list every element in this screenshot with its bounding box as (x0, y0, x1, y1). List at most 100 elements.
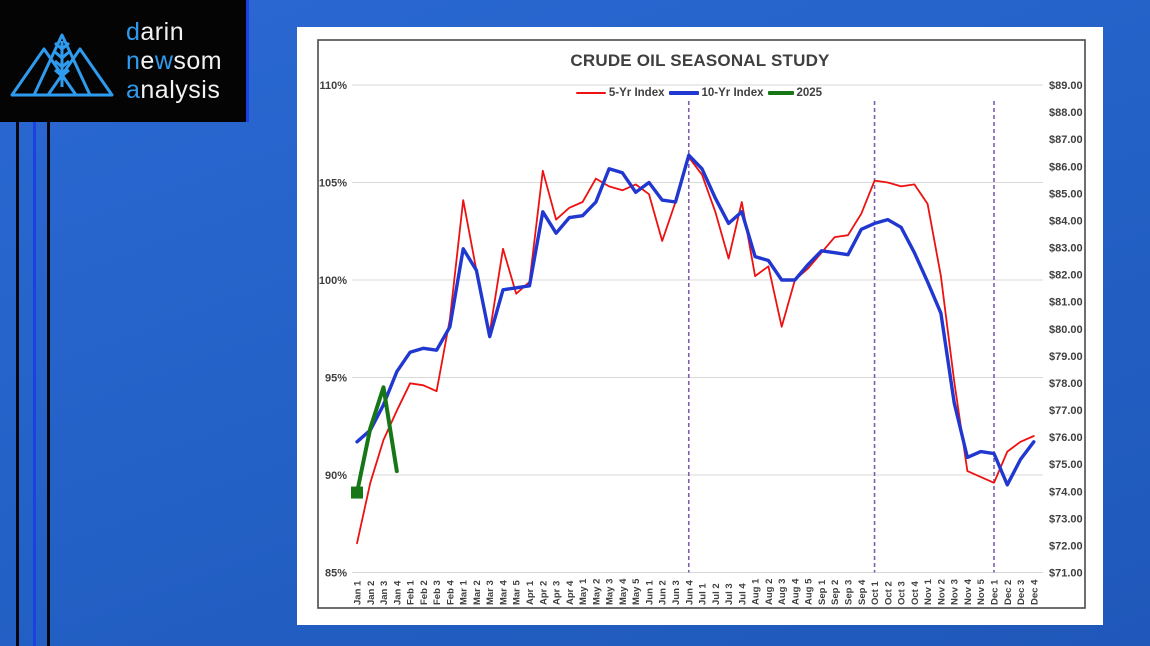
x-axis-label: Jul 4 (737, 583, 748, 605)
left-axis-label: 90% (325, 470, 347, 482)
logo-text-line: darin (126, 17, 185, 46)
left-axis-label: 110% (319, 80, 347, 92)
legend-label: 2025 (796, 87, 823, 99)
x-axis-label: May 1 (578, 578, 589, 605)
x-axis-label: Mar 4 (498, 579, 509, 605)
x-axis-label: Feb 3 (432, 580, 443, 605)
x-axis-label: Apr 4 (565, 580, 576, 605)
series-line-2025 (355, 385, 399, 495)
right-axis-label: $77.00 (1049, 405, 1083, 417)
x-axis-label: Jan 3 (379, 581, 390, 605)
right-axis-label: $75.00 (1049, 459, 1083, 471)
x-axis-label: Dec 3 (1016, 580, 1027, 605)
x-axis-label: Feb 2 (419, 580, 430, 605)
x-axis-label: Jun 4 (684, 579, 695, 605)
left-axis-label: 105% (319, 178, 347, 190)
x-axis-label: Apr 1 (525, 580, 536, 605)
left-stripe-blue (33, 122, 36, 646)
x-axis-label: Apr 2 (538, 581, 549, 605)
series-marker-2025 (351, 486, 363, 499)
x-axis-label: Oct 1 (870, 581, 881, 605)
right-axis-label: $74.00 (1049, 486, 1083, 498)
legend-label: 10-Yr Index (701, 87, 764, 99)
chart-title: CRUDE OIL SEASONAL STUDY (570, 51, 830, 70)
x-axis-label: Jul 3 (724, 583, 735, 605)
x-axis-label: Dec 2 (1003, 580, 1014, 605)
logo-text-line: analysis (126, 75, 221, 104)
x-axis-label: Oct 2 (883, 581, 894, 605)
left-stripe-black-1 (16, 122, 19, 646)
x-axis-label: Aug 5 (804, 578, 815, 605)
x-axis-label: Aug 3 (777, 579, 788, 605)
right-axis-label: $71.00 (1049, 568, 1083, 580)
x-axis-label: May 2 (591, 579, 602, 605)
legend-label: 5-Yr Index (608, 87, 665, 99)
legend-item-5-yr-index: 5-Yr Index (575, 87, 667, 99)
x-axis-label: Sep 1 (817, 579, 828, 605)
x-axis-label: Oct 4 (910, 581, 921, 605)
x-axis-label: Aug 4 (790, 578, 801, 605)
x-axis-label: Aug 1 (751, 578, 762, 605)
right-axis-label: $76.00 (1049, 432, 1083, 444)
x-axis-label: Dec 4 (1029, 579, 1040, 605)
x-axis-label: Nov 2 (936, 579, 947, 605)
x-axis-label: Jan 1 (353, 580, 364, 605)
logo-text-line: newsom (126, 46, 223, 75)
series-line-5-yr-index (356, 156, 1035, 545)
right-axis-label: $85.00 (1049, 188, 1083, 200)
x-axis-label: Jul 2 (711, 583, 722, 605)
x-axis-label: Sep 3 (844, 580, 855, 605)
left-axis-label: 100% (319, 275, 347, 287)
x-axis-label: Mar 1 (459, 579, 470, 605)
chart-legend: 5-Yr Index 10-Yr Index 2025 (297, 87, 1103, 99)
x-axis-label: Mar 3 (485, 580, 496, 605)
x-axis-label: Sep 2 (830, 580, 841, 605)
left-stripe-black-2 (47, 122, 50, 646)
right-axis-label: $82.00 (1049, 270, 1083, 282)
logo-mountains-wheat-icon (10, 33, 114, 97)
x-axis-label: Jun 2 (658, 580, 669, 605)
x-axis-label: Mar 5 (512, 579, 523, 605)
x-axis-label: Nov 4 (963, 578, 974, 605)
legend-item-2025: 2025 (767, 87, 825, 99)
right-axis-label: $83.00 (1049, 243, 1083, 255)
right-axis-label: $73.00 (1049, 513, 1083, 525)
legend-swatch (575, 92, 606, 94)
x-axis-label: Jun 1 (644, 579, 655, 605)
x-axis-label: May 5 (631, 578, 642, 605)
right-axis-label: $87.00 (1049, 134, 1083, 146)
x-axis-label: Nov 3 (950, 579, 961, 605)
left-axis-label: 85% (325, 568, 347, 580)
x-axis-label: Oct 3 (897, 581, 908, 605)
right-axis-label: $84.00 (1049, 215, 1083, 227)
right-axis-label: $78.00 (1049, 378, 1083, 390)
x-axis-label: Jan 4 (392, 580, 403, 605)
x-axis-label: Nov 5 (976, 578, 987, 605)
chart-panel: 110% 105% 100% 95% 90% 85% $89.00 $88.00 $87.00 $… (297, 27, 1103, 625)
right-axis-label: $89.00 (1049, 80, 1083, 92)
right-axis-label: $88.00 (1049, 107, 1083, 119)
left-axis-label: 95% (325, 373, 347, 385)
x-axis-label: Aug 2 (764, 579, 775, 605)
x-axis-label: Apr 3 (552, 581, 563, 605)
logo-box: darin newsom analysis (0, 0, 249, 122)
x-axis-label: May 4 (618, 578, 629, 605)
x-axis-label: May 3 (605, 579, 616, 605)
series-line-10-yr-index (355, 153, 1036, 487)
x-axis-label: Feb 4 (445, 579, 456, 605)
right-axis-label: $79.00 (1049, 351, 1083, 363)
x-axis-label: Feb 1 (406, 579, 417, 605)
x-axis-label: Jul 1 (698, 583, 709, 605)
x-axis-label: Dec 1 (989, 579, 1000, 605)
x-axis-label: Sep 4 (857, 579, 868, 605)
legend-swatch (767, 91, 794, 95)
x-axis-label: Jun 3 (671, 580, 682, 605)
x-axis-label: Nov 1 (923, 578, 934, 605)
right-axis-label: $81.00 (1049, 297, 1083, 309)
crude-oil-seasonal-chart: 110% 105% 100% 95% 90% 85% $89.00 $88.00 $87.00 $… (317, 39, 1086, 609)
right-axis-label: $86.00 (1049, 161, 1083, 173)
logo-text: darin newsom analysis (126, 18, 222, 105)
x-axis-label: Mar 2 (472, 580, 483, 605)
chart-frame (317, 39, 1086, 609)
